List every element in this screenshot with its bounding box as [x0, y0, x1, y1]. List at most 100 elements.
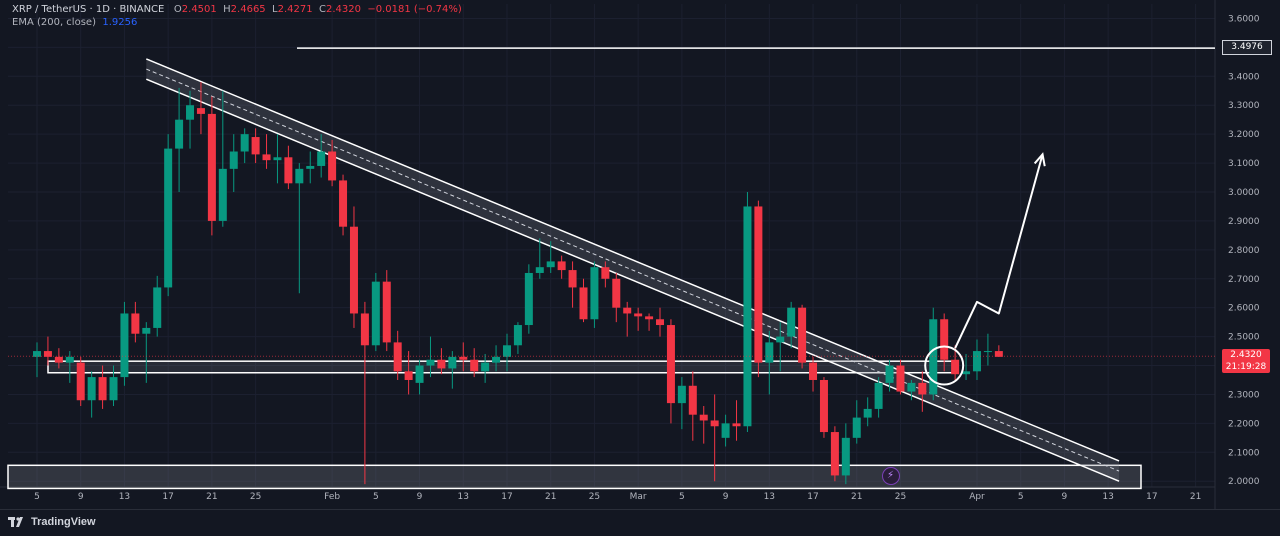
support-zone-upper	[47, 360, 958, 374]
candle-body	[131, 313, 140, 334]
price-tick-label: 2.0000	[1228, 477, 1260, 487]
price-tick-label: 2.2000	[1228, 419, 1260, 429]
candle-body	[87, 377, 96, 401]
support-zone-lower	[7, 464, 1142, 490]
candle-body	[819, 379, 828, 433]
time-tick-label: 17	[501, 492, 512, 502]
time-tick-label: Apr	[969, 492, 985, 502]
price-tick-label: 2.1000	[1228, 448, 1260, 458]
price-tick-label: 3.3000	[1228, 101, 1260, 111]
candle-body	[754, 206, 763, 363]
candle-body	[546, 261, 555, 268]
candle-body	[962, 371, 971, 375]
indicator-legend[interactable]: EMA (200, close) 1.9256	[12, 16, 137, 30]
open-value: 2.4501	[181, 4, 217, 15]
high-value: 2.4665	[230, 4, 266, 15]
candle-body	[623, 307, 632, 314]
channel-lower-line	[146, 78, 1120, 482]
current-price-badge: 2.4320 21:19:28	[1222, 349, 1270, 374]
candle-body	[76, 362, 85, 401]
time-tick-label: 21	[851, 492, 862, 502]
descending-channel	[146, 58, 1120, 482]
candle-body	[907, 382, 916, 392]
annotations	[8, 47, 1215, 386]
candle-body	[470, 359, 479, 372]
candle-body	[688, 385, 697, 415]
candle-body	[885, 365, 894, 383]
candle-body	[524, 272, 533, 326]
candle-body	[426, 359, 435, 366]
candle-body	[382, 281, 391, 343]
candle-body	[360, 313, 369, 346]
candle-body	[951, 359, 960, 375]
candle-body	[317, 151, 326, 166]
candle-body	[502, 345, 511, 357]
candle-body	[306, 165, 315, 169]
lightning-bolt-icon[interactable]: ⚡	[881, 467, 900, 486]
candle-body	[994, 351, 1003, 357]
candle-body	[863, 408, 872, 418]
candle-body	[448, 356, 457, 369]
candle-body	[765, 342, 774, 363]
price-chart[interactable]: 3.60003.50003.40003.30003.20003.10003.00…	[0, 0, 1280, 509]
symbol-title: XRP / TetherUS · 1D · BINANCE	[12, 4, 165, 15]
time-tick-label: 9	[78, 492, 84, 502]
time-tick-label: 5	[1018, 492, 1024, 502]
indicator-label: EMA (200, close)	[12, 17, 96, 28]
bar-countdown: 21:19:28	[1225, 362, 1267, 373]
price-tick-label: 3.2000	[1228, 130, 1260, 140]
candle-body	[120, 313, 129, 378]
candles	[33, 82, 1003, 485]
brand-name: TradingView	[31, 516, 96, 528]
candle-body	[983, 351, 992, 353]
candle-body	[721, 423, 730, 438]
time-tick-label: 17	[162, 492, 173, 502]
candle-body	[677, 385, 686, 404]
projection-arrow	[954, 154, 1044, 349]
candle-body	[743, 206, 752, 427]
candle-body	[393, 342, 402, 372]
breakout-circle	[924, 345, 965, 386]
candle-body	[328, 151, 337, 181]
price-tick-label: 2.8000	[1228, 246, 1260, 256]
candle-body	[481, 362, 490, 372]
tradingview-logo[interactable]: TradingView	[8, 516, 96, 528]
candle-body	[339, 180, 348, 227]
price-tick-label: 2.3000	[1228, 390, 1260, 400]
time-tick-label: 25	[589, 492, 600, 502]
candle-body	[645, 316, 654, 320]
current-price: 2.4320	[1230, 350, 1262, 361]
legend-header: XRP / TetherUS · 1D · BINANCE O2.4501 H2…	[12, 4, 462, 15]
time-tick-label: 5	[679, 492, 685, 502]
candle-body	[404, 371, 413, 380]
indicator-value: 1.9256	[102, 17, 138, 28]
channel-upper-line	[146, 58, 1120, 462]
time-tick-label: 21	[545, 492, 556, 502]
candle-body	[262, 154, 271, 161]
time-tick-label: 5	[34, 492, 40, 502]
candle-body	[699, 414, 708, 421]
time-axis: 5 9 13 17 21 25 Feb 5 9 13 17 21 25 Mar 5 9 13 17 21 25 Apr 5…	[34, 492, 1201, 502]
candle-body	[415, 365, 424, 383]
channel-midline	[146, 68, 1120, 472]
time-tick-label: 13	[764, 492, 775, 502]
candle-body	[218, 168, 227, 221]
candle-body	[732, 423, 741, 427]
time-tick-label: 25	[895, 492, 906, 502]
candle-body	[437, 359, 446, 369]
change-value: −0.0181 (−0.74%)	[367, 4, 462, 15]
candle-body	[852, 417, 861, 438]
candle-body	[557, 261, 566, 271]
price-tick-label: 2.6000	[1228, 304, 1260, 314]
candle-body	[492, 356, 501, 363]
candle-body	[207, 113, 216, 221]
candle-body	[579, 287, 588, 320]
support-zones	[7, 360, 1142, 490]
candle-body	[841, 437, 850, 476]
candle-body	[830, 432, 839, 476]
candle-body	[568, 270, 577, 288]
time-tick-label: 21	[206, 492, 217, 502]
time-tick-label: Mar	[630, 492, 647, 502]
candle-body	[656, 319, 665, 326]
low-value: 2.4271	[277, 4, 313, 15]
